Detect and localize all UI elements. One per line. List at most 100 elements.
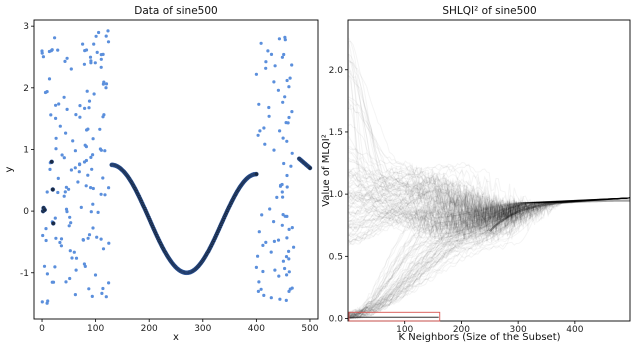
metric-line	[348, 197, 630, 232]
noise-point	[256, 133, 260, 137]
metric-line	[348, 197, 630, 318]
noise-point	[281, 136, 285, 140]
metric-line	[348, 195, 630, 229]
noise-point	[290, 226, 294, 230]
noise-point	[261, 243, 265, 247]
metric-line	[348, 197, 630, 314]
metric-line	[348, 61, 630, 218]
metric-line	[348, 75, 630, 234]
metric-line	[348, 99, 630, 219]
metric-line	[348, 197, 630, 320]
metric-line	[348, 197, 630, 320]
right-panel: SHLQI² of sine500 K Neighbors (Size of t…	[321, 5, 631, 343]
noise-point	[269, 52, 274, 57]
noise-point	[269, 250, 273, 254]
metric-line	[348, 150, 630, 225]
right-y-tick-label: 1.5	[329, 128, 343, 138]
noise-point	[261, 269, 265, 274]
metric-line	[348, 197, 630, 246]
metric-line	[348, 197, 630, 317]
metric-line	[348, 146, 630, 241]
noise-point	[68, 249, 72, 253]
noise-point	[63, 59, 67, 64]
noise-point	[287, 257, 291, 261]
noise-point	[69, 67, 73, 71]
metric-line	[348, 197, 630, 320]
metric-line	[348, 181, 630, 223]
noise-point	[101, 247, 106, 251]
noise-point	[73, 166, 77, 170]
noise-point	[87, 287, 91, 291]
noise-point	[288, 76, 292, 80]
metric-line	[348, 197, 630, 319]
metric-line	[348, 197, 630, 237]
metric-line	[348, 197, 630, 315]
left-x-tick-label: 200	[141, 324, 158, 334]
metric-line	[348, 197, 630, 318]
noise-point	[42, 264, 47, 268]
noise-point	[278, 129, 282, 133]
metric-line	[348, 41, 630, 220]
noise-point	[292, 245, 296, 249]
metric-line	[348, 197, 630, 314]
noise-point	[89, 155, 93, 159]
noise-point	[283, 95, 287, 99]
noise-point	[101, 176, 105, 180]
noise-point	[92, 92, 96, 96]
noise-point	[40, 51, 44, 55]
metric-line	[348, 197, 630, 319]
metric-line	[348, 167, 630, 222]
noise-point	[281, 259, 285, 263]
noise-point	[69, 221, 73, 225]
metric-line	[348, 172, 630, 237]
metric-line	[348, 181, 630, 249]
metric-line	[348, 161, 630, 227]
noise-point	[262, 293, 266, 297]
metric-line	[348, 166, 630, 219]
noise-point	[282, 52, 286, 57]
noise-point	[44, 238, 48, 243]
noise-point	[272, 220, 276, 224]
metric-line	[348, 193, 630, 242]
left-curve-points	[40, 156, 313, 276]
metric-line	[348, 197, 630, 319]
metric-line	[348, 197, 630, 314]
metric-line	[348, 174, 630, 248]
metric-line	[348, 197, 630, 243]
noise-point	[81, 238, 85, 242]
metric-line	[348, 197, 630, 238]
noise-point	[269, 296, 273, 300]
noise-point	[272, 80, 276, 84]
noise-point	[281, 100, 285, 104]
metric-line	[348, 197, 630, 320]
metric-line	[348, 197, 630, 315]
metric-line	[348, 157, 630, 238]
metric-line	[348, 197, 630, 319]
curve-point	[254, 171, 259, 177]
left-y-tick-label: 3	[23, 22, 29, 32]
noise-point	[289, 164, 293, 168]
curve-point	[307, 165, 313, 171]
metric-line	[348, 197, 630, 316]
left-x-tick-label: 400	[248, 324, 265, 334]
noise-point	[99, 192, 103, 196]
metric-line	[348, 197, 630, 244]
left-x-tick-label: 300	[194, 324, 211, 334]
noise-point	[85, 89, 89, 93]
noise-point	[60, 153, 64, 157]
left-y-tick-label: -1	[20, 269, 29, 279]
metric-line	[348, 180, 630, 248]
noise-point	[78, 104, 82, 108]
metric-line	[348, 170, 630, 243]
noise-point	[45, 272, 50, 276]
metric-line	[348, 193, 630, 229]
metric-line	[348, 197, 630, 320]
noise-point	[53, 265, 57, 269]
noise-point	[98, 127, 102, 131]
metric-line	[348, 53, 630, 223]
left-plot-frame	[33, 19, 319, 320]
metric-line	[348, 197, 630, 226]
left-chart-title: Data of sine500	[134, 5, 217, 17]
noise-point	[287, 227, 291, 231]
right-ticks: 100 200 300 400 0.0 0.5 1.0 1.5 2.0	[329, 66, 584, 335]
